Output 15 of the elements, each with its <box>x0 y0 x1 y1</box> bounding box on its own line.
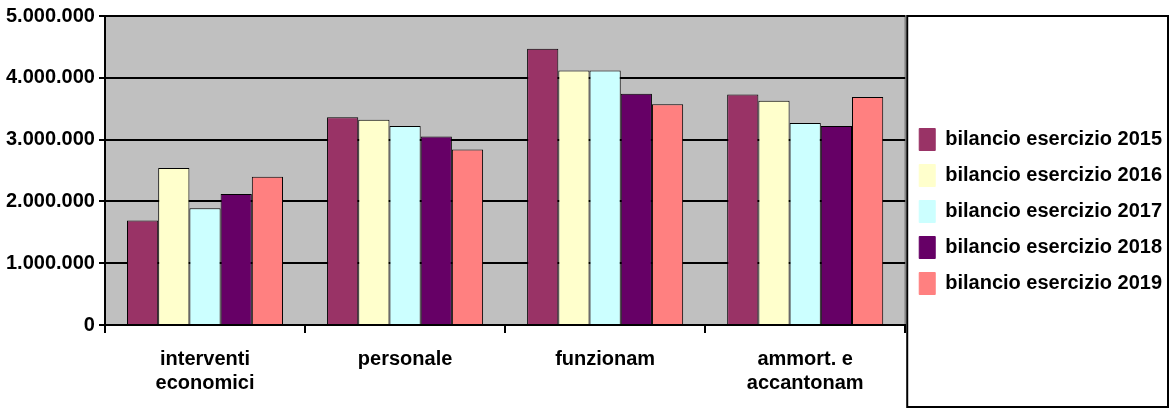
x-tick-label: ammort. e accantonam <box>746 346 864 393</box>
legend-label: bilancio esercizio 2019 <box>945 271 1162 294</box>
y-tick-label: 0 <box>83 312 95 335</box>
x-tick-label: personale <box>357 346 453 369</box>
legend-label: bilancio esercizio 2018 <box>945 235 1162 258</box>
x-tick-label: funzionam <box>555 346 656 369</box>
y-tick-label: 2.000.000 <box>5 188 95 211</box>
legend-label: bilancio esercizio 2017 <box>945 199 1162 222</box>
legend-label: bilancio esercizio 2016 <box>945 163 1162 186</box>
y-tick-label: 3.000.000 <box>5 127 95 150</box>
y-tick-label: 4.000.000 <box>5 65 95 88</box>
x-tick-label: interventi economici <box>155 346 255 393</box>
legend-label: bilancio esercizio 2015 <box>945 127 1162 150</box>
y-tick-label: 1.000.000 <box>5 250 95 273</box>
y-tick-label: 5.000.000 <box>5 3 95 26</box>
